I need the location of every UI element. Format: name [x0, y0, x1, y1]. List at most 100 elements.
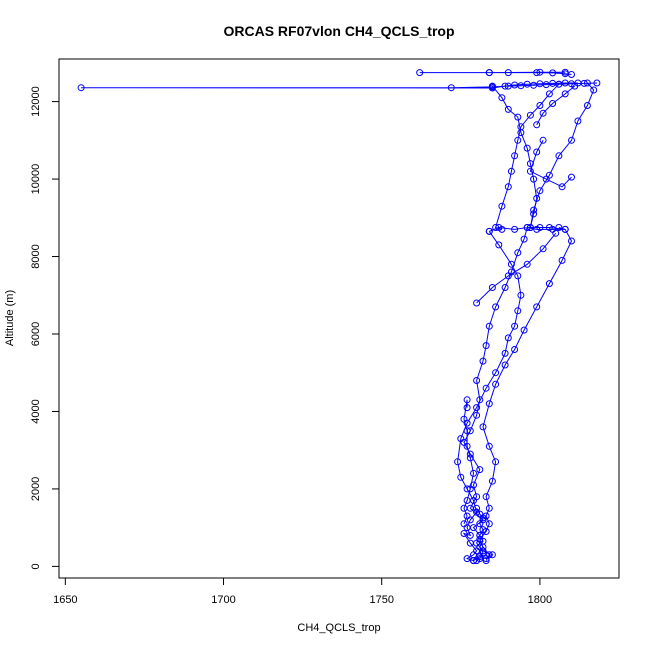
data-point: [492, 458, 500, 466]
y-axis: 0 2000 4000 6000 8000 10000 12000: [30, 86, 60, 569]
series-line: [536, 85, 576, 126]
data-point: [536, 80, 544, 88]
data-point: [482, 342, 490, 350]
data-point: [517, 82, 525, 90]
x-tick-label: 1750: [369, 594, 393, 606]
data-point: [485, 442, 493, 450]
data-point: [593, 79, 601, 87]
data-point: [511, 346, 519, 353]
data-point: [523, 260, 531, 268]
data-point: [485, 322, 493, 330]
data-point: [466, 504, 474, 512]
data-point: [488, 284, 496, 291]
data-point: [507, 167, 515, 175]
data-point: [485, 69, 493, 77]
data-point: [479, 423, 487, 431]
data-series: [476, 224, 575, 565]
data-point: [561, 90, 569, 98]
data-point: [504, 272, 512, 280]
data-point: [466, 454, 474, 462]
data-point: [542, 81, 550, 89]
data-point: [511, 81, 519, 89]
data-point: [514, 272, 522, 280]
data-point: [498, 225, 506, 233]
data-point: [476, 543, 484, 551]
data-point: [530, 210, 538, 218]
data-point: [470, 469, 477, 477]
series-line: [476, 232, 557, 304]
data-point: [574, 117, 582, 125]
data-point: [590, 86, 598, 94]
data-point: [533, 194, 541, 202]
y-tick-label: 4000: [30, 399, 42, 423]
data-point: [552, 229, 560, 237]
data-point: [536, 102, 544, 109]
data-point: [473, 299, 481, 307]
data-point: [460, 415, 468, 423]
data-point: [485, 504, 493, 512]
y-tick-label: 2000: [30, 477, 42, 501]
data-point: [514, 307, 522, 315]
data-series: [454, 227, 525, 565]
data-point: [457, 473, 465, 481]
data-point: [479, 537, 487, 545]
plot-frame: [58, 58, 620, 579]
data-point: [530, 81, 538, 89]
data-point: [473, 404, 481, 412]
data-point: [488, 84, 496, 92]
data-point: [517, 123, 525, 131]
y-axis-label: Altitude (m): [4, 290, 16, 346]
data-point: [416, 69, 424, 77]
data-point: [488, 477, 496, 485]
data-point: [568, 136, 575, 144]
chart-title: ORCAS RF07vlon CH4_QCLS_trop: [223, 23, 454, 39]
data-point: [504, 183, 512, 191]
data-point: [492, 303, 500, 311]
y-tick-label: 6000: [30, 322, 42, 346]
data-point: [504, 69, 512, 77]
data-point: [517, 129, 525, 137]
data-point: [463, 396, 471, 404]
data-point: [526, 224, 534, 231]
data-point: [517, 291, 525, 299]
data-point: [571, 82, 579, 90]
data-point: [536, 187, 544, 195]
data-point: [482, 384, 490, 392]
x-tick-label: 1650: [53, 594, 77, 606]
data-point: [476, 531, 484, 539]
data-series: [492, 80, 563, 233]
data-series: [526, 136, 575, 191]
data-point: [495, 241, 503, 249]
data-point: [473, 504, 481, 512]
data-point: [460, 504, 468, 512]
data-point: [549, 79, 557, 87]
y-tick-label: 12000: [30, 86, 42, 117]
data-point: [460, 520, 468, 528]
data-point: [568, 237, 575, 245]
data-point: [457, 435, 465, 443]
data-point: [539, 136, 547, 144]
x-axis-label: CH4_QCLS_trop: [297, 622, 380, 634]
data-point: [520, 326, 528, 334]
series-line: [419, 71, 572, 75]
data-point: [473, 377, 481, 384]
data-point: [542, 175, 550, 183]
data-point: [558, 256, 566, 264]
data-point: [545, 280, 553, 288]
data-point: [530, 175, 538, 183]
data-point: [482, 557, 490, 565]
data-point: [466, 531, 474, 539]
data-point: [523, 80, 531, 88]
data-point: [511, 225, 519, 233]
data-point: [77, 84, 85, 92]
data-point: [539, 109, 547, 117]
data-point: [454, 458, 462, 466]
data-point: [470, 524, 477, 532]
data-point: [476, 466, 484, 474]
data-point: [511, 322, 519, 330]
data-point: [514, 113, 522, 121]
x-axis: 1650 1700 1750 1800: [53, 577, 552, 606]
series-line: [494, 83, 560, 230]
data-series: [416, 68, 575, 78]
